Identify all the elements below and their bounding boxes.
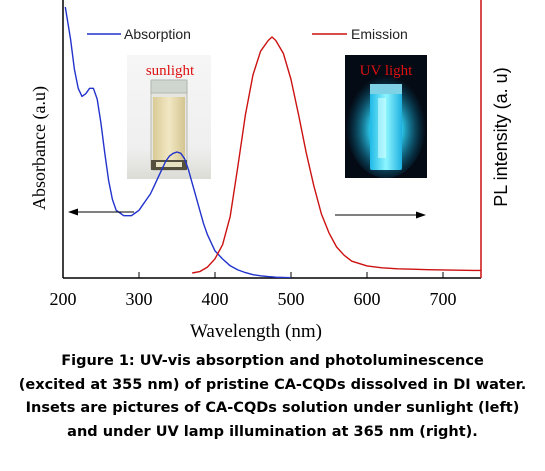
x-tick-label: 700 [430, 289, 457, 309]
x-tick-label: 400 [202, 289, 229, 309]
legend-label-emission: Emission [351, 26, 408, 42]
plot-frame [62, 0, 482, 279]
x-tick-label: 500 [278, 289, 305, 309]
inset-uv-light-label: UV light [360, 63, 413, 79]
caption-line: Figure 1: UV-vis absorption and photolum… [61, 353, 484, 369]
inset-sunlight-label: sunlight [146, 63, 195, 79]
series-line-emission [192, 36, 481, 274]
caption-line: (excited at 355 nm) of pristine CA-CQDs … [18, 376, 527, 393]
figure-chart: sunlight UV light 200 300 400 500 600 700 Abs… [29, 0, 511, 342]
caption-line: and under UV lamp illumination at 365 nm… [67, 423, 478, 440]
y-axis-right-label: PL intensity (a. u) [491, 67, 511, 206]
x-tick-label: 200 [50, 289, 77, 309]
inset-sunlight: sunlight [127, 55, 211, 179]
figure-caption: Figure 1: UV-vis absorption and photolum… [0, 350, 545, 444]
absorption-axis-arrow [68, 208, 134, 216]
caption-line: Insets are pictures of CA-CQDs solution … [25, 400, 520, 416]
x-axis-label: Wavelength (nm) [190, 321, 322, 342]
series-group [64, 6, 481, 278]
series-line-absorption [64, 6, 292, 278]
inset-uv-light: UV light [345, 55, 427, 178]
x-tick-label: 600 [354, 289, 381, 309]
emission-axis-arrow [335, 211, 426, 219]
x-ticks: 200 300 400 500 600 700 [50, 272, 457, 309]
y-axis-left-label: Absorbance (a.u) [29, 86, 50, 210]
legend: Absorption Emission [87, 26, 408, 42]
x-tick-label: 300 [126, 289, 153, 309]
legend-label-absorption: Absorption [124, 26, 191, 42]
